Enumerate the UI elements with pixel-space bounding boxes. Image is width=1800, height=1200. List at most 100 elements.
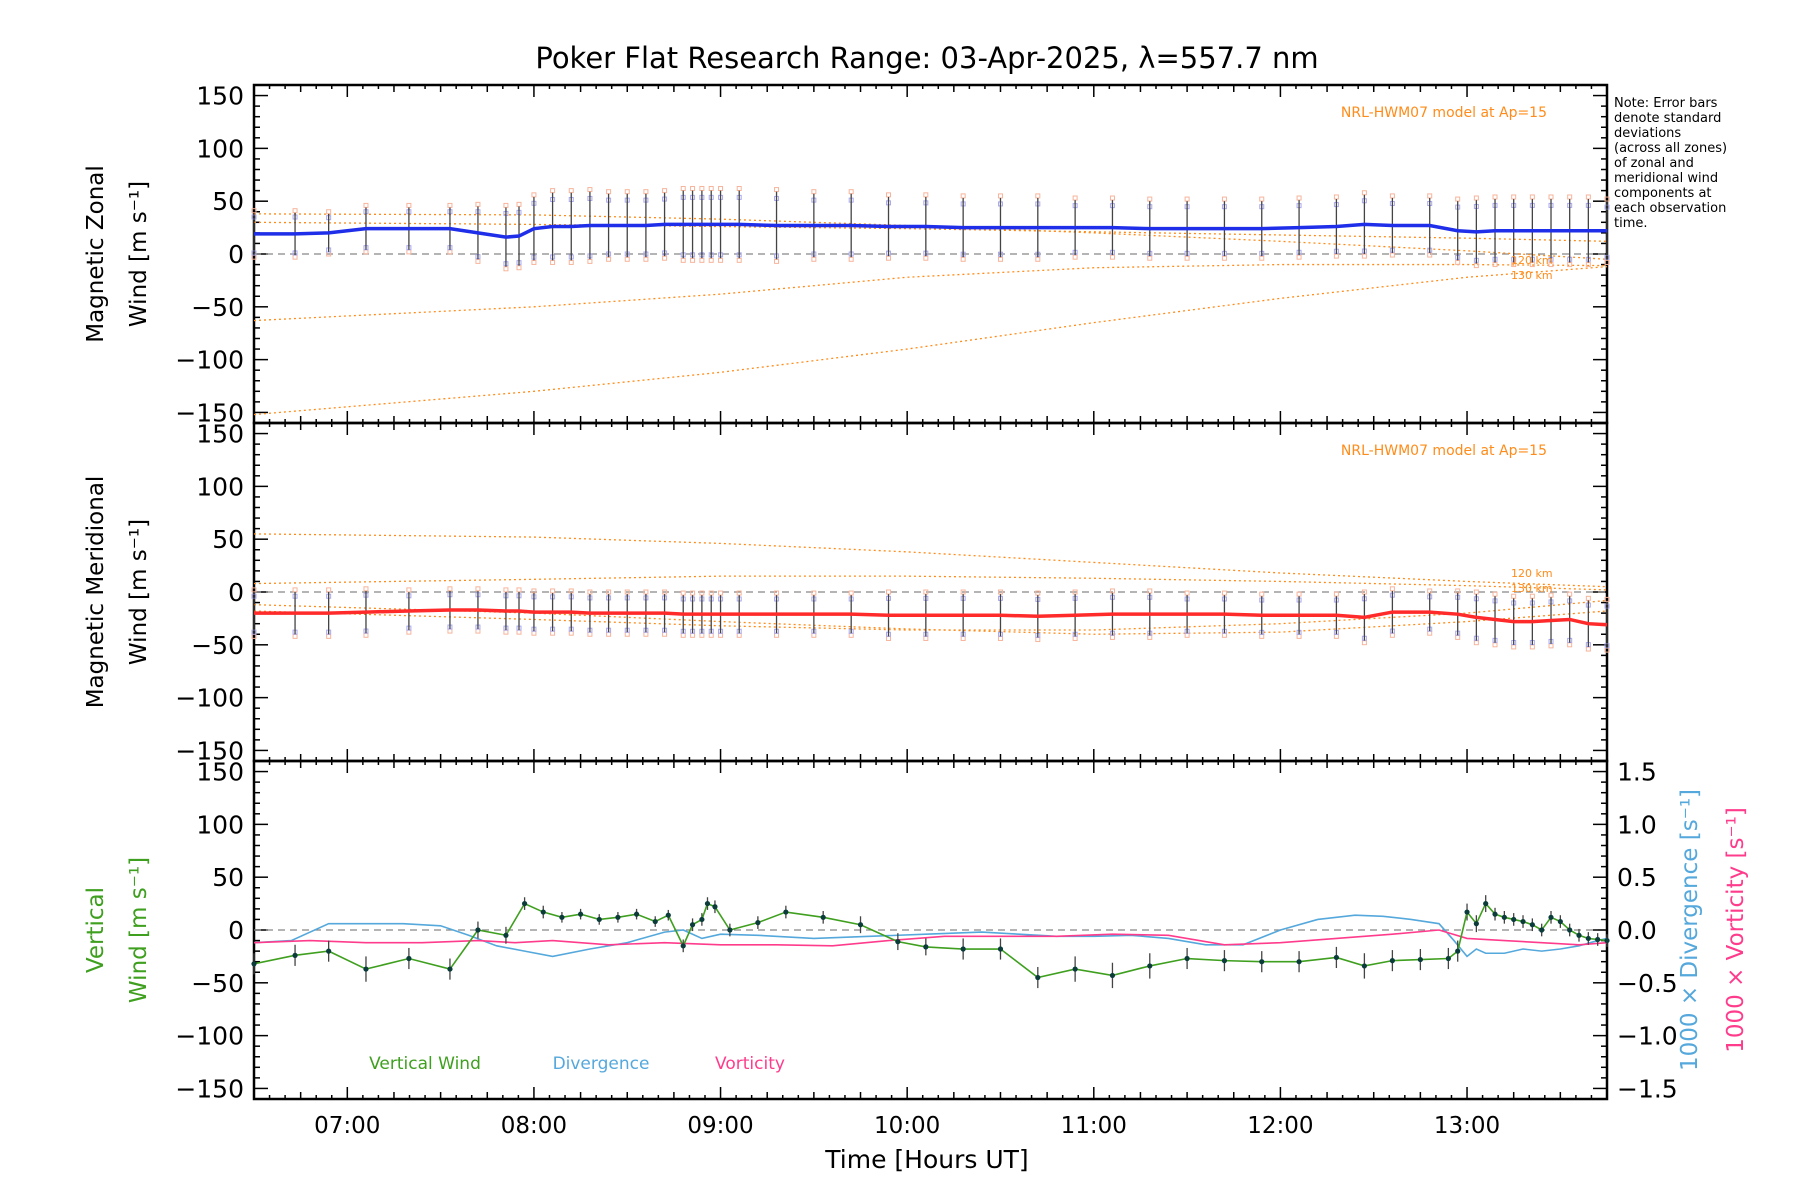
- vertical-ylabel-line2: Wind [m s⁻¹]: [126, 857, 152, 1003]
- meridional-zone-marker: [1455, 634, 1461, 640]
- meridional-zone-marker: [774, 590, 780, 596]
- meridional-zone-marker: [848, 632, 854, 638]
- meridional-zone-marker: [1035, 637, 1041, 643]
- zonal-zone-marker: [1427, 193, 1433, 199]
- vertical-wind-point: [251, 961, 257, 967]
- meridional-zone-marker: [326, 633, 332, 639]
- meridional-zone-marker: [1548, 592, 1554, 598]
- zonal-zone-marker: [997, 193, 1003, 199]
- zonal-zone-marker: [447, 249, 453, 255]
- meridional-zone-marker: [1604, 596, 1610, 602]
- y-tick-label: 0: [228, 916, 244, 945]
- vertical-wind-point: [615, 914, 621, 920]
- zonal-zone-marker: [1221, 255, 1227, 261]
- vertical-wind-point: [820, 914, 826, 920]
- zonal-zone-marker: [1259, 196, 1265, 202]
- meridional-zone-marker: [1567, 591, 1573, 597]
- zonal-zone-marker: [1473, 263, 1479, 269]
- meridional-zone-marker: [1511, 593, 1517, 599]
- x-tick-label: 12:00: [1247, 1113, 1313, 1139]
- vertical-wind-point: [895, 939, 901, 945]
- zonal-zone-marker: [531, 259, 537, 265]
- zonal-zone-marker: [1147, 196, 1153, 202]
- meridional-zone-marker: [848, 590, 854, 596]
- zonal-zone-marker: [662, 255, 668, 261]
- meridional-zone-marker: [1109, 634, 1115, 640]
- y-tick-label: 100: [196, 472, 244, 501]
- zonal-zone-marker: [736, 257, 742, 263]
- zonal-zone-marker: [718, 257, 724, 263]
- divergence-line: [253, 914, 1608, 958]
- meridional-zone-marker: [680, 632, 686, 638]
- meridional-zone-marker: [718, 590, 724, 596]
- meridional-zone-marker: [690, 632, 696, 638]
- vertical-wind-point: [1595, 936, 1601, 943]
- zonal-zone-marker: [587, 258, 593, 264]
- meridional-zone-marker: [736, 590, 742, 596]
- model-meridional-line: [253, 575, 1608, 591]
- vertical-wind-point: [326, 948, 332, 954]
- meridional-zone-marker: [624, 589, 630, 595]
- divergence-right-label: 1000 × Divergence [s⁻¹]: [1677, 789, 1703, 1071]
- meridional-zone-marker: [960, 589, 966, 595]
- meridional-zone-marker: [1455, 588, 1461, 594]
- meridional-zone-marker: [363, 632, 369, 638]
- zonal-zone-marker: [363, 249, 369, 255]
- vorticity-line: [253, 929, 1608, 947]
- vertical-wind-point: [1511, 916, 1517, 923]
- vertical-ylabel-line1: Vertical: [83, 887, 109, 973]
- vertical-wind-point: [783, 909, 789, 915]
- meridional-zone-marker: [718, 632, 724, 638]
- zonal-zone-marker: [624, 256, 630, 262]
- zonal-zone-marker: [568, 259, 574, 265]
- vertical-wind-point: [363, 966, 369, 972]
- vorticity-right-label: 1000 × Vorticity [s⁻¹]: [1723, 807, 1749, 1053]
- zonal-zone-marker: [848, 189, 854, 195]
- meridional-zone-marker: [606, 631, 612, 637]
- zonal-zone-marker: [718, 186, 724, 192]
- legend-vertical-wind: Vertical Wind: [369, 1054, 481, 1074]
- vertical-wind-point: [1147, 963, 1153, 969]
- zonal-zone-marker: [1548, 194, 1554, 200]
- y-tick-label: −100: [175, 1022, 244, 1051]
- zonal-zone-marker: [516, 265, 522, 271]
- zonal-zone-marker: [1296, 195, 1302, 201]
- vertical-wind-point: [923, 944, 929, 950]
- x-tick-label: 09:00: [687, 1113, 753, 1139]
- vertical-wind-point: [1072, 966, 1078, 972]
- meridional-zone-marker: [1492, 591, 1498, 597]
- meridional-zone-marker: [1389, 632, 1395, 638]
- vertical-wind-point: [1604, 937, 1610, 944]
- zonal-zone-marker: [531, 192, 537, 198]
- meridional-zone-marker: [292, 633, 298, 639]
- model-zonal-line: [253, 263, 1608, 322]
- meridional-model-120km-label: 120 km: [1511, 567, 1553, 580]
- meridional-zone-marker: [1473, 640, 1479, 646]
- x-tick-label: 13:00: [1434, 1113, 1500, 1139]
- meridional-zone-marker: [1221, 590, 1227, 596]
- meridional-ylabel-line1: Magnetic Meridional: [83, 476, 109, 709]
- meridional-zone-marker: [587, 631, 593, 637]
- zonal-zone-marker: [1035, 256, 1041, 262]
- right-y-tick-label: −1.0: [1617, 1022, 1678, 1051]
- vertical-wind-point: [1389, 958, 1395, 964]
- zonal-zone-marker: [1455, 196, 1461, 202]
- zonal-zone-marker: [708, 257, 714, 263]
- vertical-wind-point: [1035, 974, 1041, 981]
- zonal-zone-marker: [1473, 195, 1479, 201]
- meridional-zone-marker: [516, 587, 522, 593]
- meridional-zone-marker: [1389, 586, 1395, 592]
- meridional-zone-marker: [503, 587, 509, 593]
- meridional-zone-marker: [1585, 595, 1591, 601]
- vertical-wind-point: [755, 920, 761, 926]
- data-series: [251, 186, 1610, 989]
- vertical-wind-point: [712, 904, 718, 910]
- zonal-zone-marker: [708, 186, 714, 192]
- zonal-zone-marker: [606, 256, 612, 262]
- zonal-zone-marker: [447, 202, 453, 208]
- vertical-wind-point: [540, 909, 546, 915]
- zonal-zone-marker: [475, 201, 481, 207]
- meridional-zone-marker: [811, 632, 817, 638]
- zonal-zone-marker: [406, 249, 412, 255]
- note-line: time.: [1614, 216, 1648, 231]
